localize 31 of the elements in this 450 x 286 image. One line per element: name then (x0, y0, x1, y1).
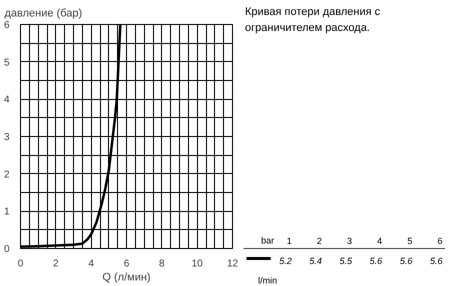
x-axis-title: bar (261, 236, 274, 246)
x-tick-label: 10 (192, 258, 204, 270)
x-tick-label: 12 (226, 258, 238, 270)
data-label: 5.6 (430, 256, 442, 266)
x-tick-label: 4 (88, 258, 94, 270)
y-tick-label: 0 (4, 244, 10, 255)
y-tick-label: 3 (4, 132, 10, 143)
chart-title: Кривая потери давления с ограничителем расхода. (245, 5, 382, 36)
data-label: 5.5 (340, 256, 354, 266)
y-tick-label: 2 (4, 169, 10, 180)
x-tick-label: 6 (437, 236, 442, 246)
y-tick-label: l/min (258, 276, 278, 286)
data-label: 5.4 (309, 256, 322, 266)
x-tick-label: 8 (159, 258, 166, 270)
x-axis-title: Q (л/мин) (102, 272, 151, 284)
x-tick-label: 2 (53, 258, 60, 270)
x-tick-label: 1 (286, 236, 292, 246)
y-tick-label: 1 (4, 206, 10, 218)
x-tick-label: 4 (377, 236, 382, 246)
data-label: 5.2 (279, 256, 292, 266)
x-tick-label: 6 (124, 258, 130, 270)
y-tick-label: 6 (4, 20, 10, 31)
x-tick-label: 5 (407, 236, 412, 246)
x-tick-label: 2 (316, 236, 322, 246)
y-tick-label: 4 (4, 94, 10, 106)
y-axis-title: давление (бар) (4, 8, 82, 20)
x-tick-label: 0 (18, 258, 24, 270)
y-tick-label: 5 (4, 57, 10, 68)
data-label: 5.6 (370, 256, 382, 266)
x-tick-label: 3 (347, 236, 352, 246)
data-label: 5.6 (400, 256, 412, 266)
